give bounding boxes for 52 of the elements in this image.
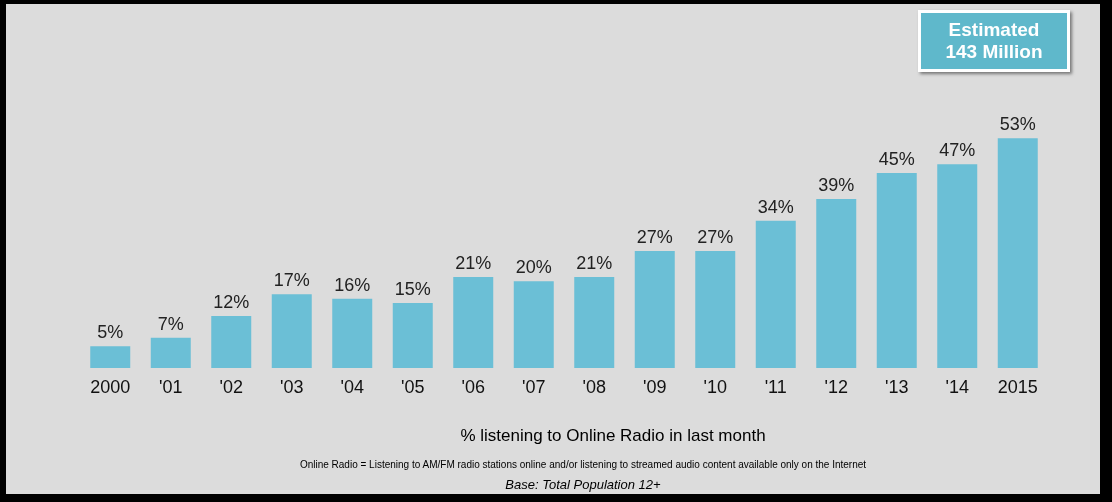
data-label: 47% — [939, 140, 976, 161]
bar — [634, 251, 675, 368]
data-label: 27% — [636, 227, 673, 247]
bar — [695, 251, 736, 368]
x-tick-label: '12 — [824, 377, 848, 397]
x-tick-label: '14 — [945, 377, 969, 397]
x-axis-title: % listening to Online Radio in last month — [459, 426, 767, 446]
data-label: 17% — [273, 270, 310, 291]
x-tick-label: 2000 — [90, 377, 131, 397]
text: Estimated 143 Million — [918, 10, 1070, 72]
bar — [816, 199, 857, 368]
x-tick-label: '02 — [219, 377, 243, 397]
data-label: 7% — [157, 313, 184, 334]
x-tick-label: '08 — [582, 377, 606, 397]
bar — [150, 337, 191, 368]
x-tick-label: '04 — [340, 377, 364, 397]
bar — [513, 281, 554, 368]
x-tick-label: '13 — [885, 377, 909, 397]
bar — [574, 277, 615, 368]
x-tick-label: '10 — [703, 377, 727, 397]
bar — [997, 138, 1038, 368]
bar — [876, 173, 917, 368]
data-label: 34% — [757, 196, 794, 217]
data-label: 21% — [455, 253, 492, 273]
bar — [937, 164, 978, 368]
x-tick-label: '01 — [159, 377, 183, 397]
text: Online Radio = Listening to AM/FM radio stations online and/or listening to streamed audio content available only on the Internet — [298, 459, 868, 470]
x-tick-label: '07 — [522, 377, 546, 397]
data-label: 45% — [878, 149, 915, 169]
x-tick-label: '06 — [461, 377, 485, 397]
data-label: 39% — [818, 175, 855, 195]
bar — [392, 303, 433, 368]
data-label: 21% — [576, 253, 613, 273]
bar — [332, 298, 373, 368]
bar — [211, 316, 252, 368]
data-label: 12% — [213, 292, 250, 312]
bar — [90, 346, 131, 368]
data-label: 16% — [334, 274, 371, 295]
x-tick-label: '05 — [401, 377, 425, 397]
bar — [755, 220, 796, 368]
data-label: 20% — [515, 257, 552, 278]
data-label: 27% — [697, 227, 734, 247]
bar — [271, 294, 312, 368]
x-tick-label: '09 — [643, 377, 667, 397]
text: Base: Total Population 12+ — [504, 477, 662, 492]
bar — [453, 277, 494, 368]
x-tick-label: '03 — [280, 377, 304, 397]
data-label: 53% — [999, 114, 1036, 135]
data-label: 5% — [97, 322, 124, 343]
x-tick-label: '11 — [764, 377, 787, 397]
data-label: 15% — [394, 279, 431, 299]
x-tick-label: 2015 — [997, 377, 1038, 397]
